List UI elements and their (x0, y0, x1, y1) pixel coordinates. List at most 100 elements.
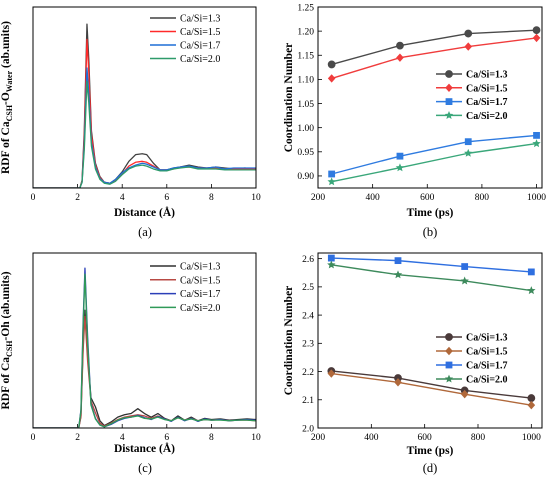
legend-label: Ca/Si=1.5 (180, 27, 220, 38)
data-point (393, 270, 403, 279)
x-tick-label: 8 (209, 433, 214, 443)
legend-label: Ca/Si=2.0 (180, 303, 220, 314)
x-tick-label: 1000 (522, 433, 541, 443)
y-axis-label-part: RDF of Ca (0, 121, 12, 174)
x-tick-label: 800 (475, 193, 490, 203)
x-tick-label: 600 (418, 433, 433, 443)
x-tick-label: 4 (120, 433, 125, 443)
y-tick-label: 1.15 (297, 52, 314, 62)
plot-area (33, 23, 256, 188)
x-tick-label: 2 (75, 193, 80, 203)
legend-label: Ca/Si=2.0 (466, 111, 508, 122)
y-axis-label-subscript: CSH (5, 340, 14, 357)
x-axis-label: Time (ps) (407, 207, 454, 219)
x-tick-label: 8 (209, 193, 214, 203)
y-axis-label: Coordination Number (283, 286, 295, 396)
data-point (395, 163, 405, 172)
legend-marker (445, 83, 453, 92)
chart-c: 0 2 4 6 8 10 Distance (Å) RDF of CaCSH-Oh (ab.u… (0, 252, 261, 475)
legend-label: Ca/Si=1.5 (180, 275, 220, 286)
series-line (33, 315, 256, 428)
y-tick-label: 0.90 (297, 172, 314, 182)
series-line (33, 80, 256, 188)
data-point (527, 268, 535, 276)
x-axis-label: Distance (Å) (114, 441, 175, 455)
plot-area (327, 26, 541, 186)
legend-label: Ca/Si=2.0 (180, 54, 220, 65)
series-line (331, 134, 537, 175)
data-point (532, 26, 541, 35)
series-line (33, 273, 256, 428)
x-tick-label: 400 (364, 433, 379, 443)
legend-marker (445, 98, 453, 105)
x-tick-label: 4 (120, 193, 125, 203)
x-tick-label: 2 (75, 433, 80, 443)
chart-b: 200 400 600 800 1000 0.90 0.95 1.00 1.05 1.10 1.15… (283, 3, 546, 239)
data-point (327, 177, 336, 186)
data-point (532, 33, 541, 43)
x-tick-label: 600 (420, 193, 435, 203)
data-point (533, 131, 540, 139)
panel-caption: (d) (423, 461, 438, 475)
series-line (331, 257, 532, 273)
data-point (396, 53, 404, 62)
axes-frame (317, 252, 543, 429)
series-line (331, 370, 532, 399)
y-axis-label: RDF of CaCSH-Oh (ab.units) (0, 271, 14, 409)
y-axis-label-part: RDF of Ca (0, 357, 12, 410)
x-tick-label: 1000 (527, 193, 546, 203)
chart-d: 200 400 600 800 1000 2.0 2.1 2.2 2.3 2.4 2.5 2.6 Tim… (283, 252, 543, 475)
data-point (327, 60, 336, 69)
series-line (33, 309, 256, 428)
data-point (327, 369, 336, 378)
y-axis-label: RDF of CaCSH-OWater (ab.units) (0, 21, 14, 174)
chart-a: 0 2 4 6 8 10 Distance (Å) RDF of CaCSH-OWater (… (0, 6, 261, 239)
y-axis-label-part: (ab.units) (0, 271, 12, 321)
data-point (464, 138, 472, 146)
data-point (464, 42, 473, 51)
legend-label: Ca/Si=1.3 (180, 262, 220, 273)
data-point (396, 152, 404, 160)
panel-caption: (b) (423, 225, 438, 239)
x-tick-label: 0 (31, 193, 36, 203)
data-point (464, 148, 473, 157)
axes-frame (317, 6, 543, 189)
data-point (327, 260, 336, 269)
x-axis-label: Time (ps) (407, 445, 454, 457)
axes-frame (32, 252, 257, 429)
y-tick-label: 1.10 (297, 76, 314, 86)
x-tick-label: 6 (164, 193, 169, 203)
legend-marker (444, 111, 454, 119)
legend-label: Ca/Si=1.3 (180, 14, 220, 25)
x-tick-label: 800 (471, 433, 486, 443)
y-axis-label: Coordination Number (283, 43, 295, 153)
plot-area (327, 254, 536, 410)
data-point (532, 139, 541, 148)
y-axis-label-part: -Oh (0, 321, 12, 341)
legend-label: Ca/Si=1.5 (466, 83, 508, 94)
y-axis-label-part: -O (0, 92, 12, 105)
x-tick-label: 400 (366, 193, 381, 203)
y-tick-label: 2.1 (302, 396, 314, 406)
plot-area (33, 267, 256, 428)
legend-marker (445, 333, 453, 341)
y-axis-label-subscript: CSH (5, 104, 14, 121)
data-point (327, 74, 336, 83)
data-point (396, 41, 404, 50)
legend-label: Ca/Si=1.3 (466, 333, 508, 344)
y-axis-label-subscript: Water (5, 70, 14, 92)
legend-label: Ca/Si=1.7 (180, 41, 220, 52)
legend-label: Ca/Si=1.5 (466, 347, 508, 358)
data-point (527, 400, 536, 410)
legend-label: Ca/Si=1.7 (466, 361, 508, 372)
panel-caption: (a) (138, 225, 152, 239)
x-tick-label: 10 (251, 193, 261, 203)
data-point (527, 286, 536, 295)
y-tick-label: 1.00 (297, 124, 314, 134)
y-tick-label: 0.95 (297, 148, 314, 158)
y-tick-label: 2.3 (302, 340, 314, 350)
y-tick-label: 2.6 (302, 255, 314, 265)
y-tick-label: 2.5 (302, 283, 314, 293)
x-axis-label: Distance (Å) (114, 205, 175, 219)
y-tick-label: 1.05 (297, 100, 314, 110)
